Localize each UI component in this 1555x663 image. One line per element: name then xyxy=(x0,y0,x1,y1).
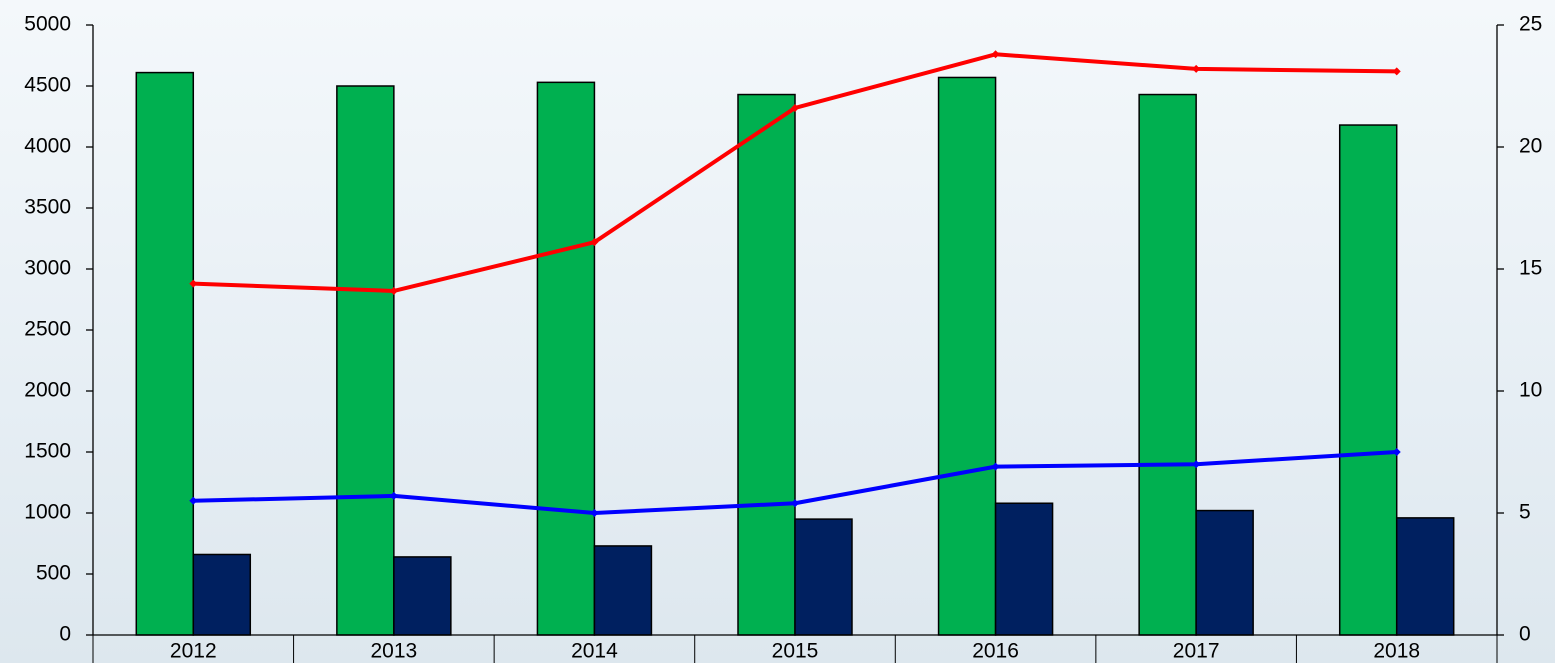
bar xyxy=(1338,124,1398,636)
y-tick-label: 2500 xyxy=(24,318,71,341)
y-tick-label: 1500 xyxy=(24,440,71,463)
y-tick-label: 1000 xyxy=(24,501,71,524)
y-tick-label: 0 xyxy=(59,623,71,646)
bar xyxy=(393,556,452,636)
line-marker xyxy=(389,491,398,500)
y-tick-label: 2000 xyxy=(24,379,71,402)
bar xyxy=(737,93,796,636)
bar xyxy=(994,502,1054,636)
line-marker xyxy=(991,462,1000,471)
y-tick-label: 3000 xyxy=(24,257,71,280)
x-tick-label: 2015 xyxy=(772,640,819,663)
x-tick-label: 2013 xyxy=(370,640,417,663)
y2-tick-label: 10 xyxy=(1519,379,1542,402)
bar xyxy=(536,81,596,636)
line-marker xyxy=(991,50,1000,59)
line-marker xyxy=(791,103,799,112)
bar xyxy=(1195,509,1254,636)
line-marker xyxy=(389,286,398,295)
y2-tick-label: 25 xyxy=(1519,13,1542,36)
y-tick-label: 3500 xyxy=(24,196,71,219)
line-marker xyxy=(1392,448,1401,456)
bar xyxy=(336,85,395,636)
line-marker xyxy=(1192,460,1201,469)
line-marker xyxy=(1392,67,1401,76)
y2-tick-label: 5 xyxy=(1519,501,1531,524)
line-marker xyxy=(590,238,599,247)
x-tick-label: 2017 xyxy=(1173,640,1220,663)
y-tick-label: 4000 xyxy=(24,135,71,158)
bar xyxy=(1138,93,1197,636)
line-marker xyxy=(1192,64,1201,73)
line-marker xyxy=(590,509,599,517)
line-marker xyxy=(791,499,799,508)
bar xyxy=(937,76,997,636)
y2-tick-label: 0 xyxy=(1519,623,1531,646)
y2-tick-label: 15 xyxy=(1519,257,1542,280)
bar xyxy=(593,545,653,636)
bar xyxy=(794,518,853,636)
bar xyxy=(135,71,195,636)
y2-tick-label: 20 xyxy=(1519,135,1542,158)
y-tick-label: 5000 xyxy=(24,13,71,36)
x-tick-label: 2018 xyxy=(1373,640,1420,663)
bar xyxy=(1395,517,1455,636)
x-tick-label: 2012 xyxy=(170,640,217,663)
bar xyxy=(192,553,252,636)
x-tick-label: 2014 xyxy=(571,640,618,663)
x-tick-label: 2016 xyxy=(972,640,1019,663)
y-tick-label: 4500 xyxy=(24,74,71,97)
line-marker xyxy=(189,496,198,505)
line-marker xyxy=(189,279,198,288)
y-tick-label: 500 xyxy=(36,562,71,585)
